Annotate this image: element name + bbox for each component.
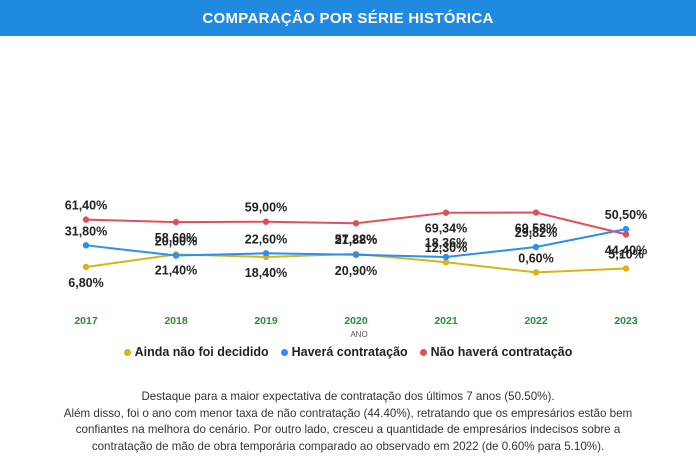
caption-text: Destaque para a maior expectativa de con… (20, 389, 676, 455)
x-tick-label: 2022 (524, 315, 548, 327)
data-label-will-not-hire: 58,60% (155, 231, 197, 245)
data-label-will-not-hire: 44,40% (605, 243, 647, 257)
caption-line-2: Além disso, foi o ano com menor taxa de … (63, 406, 633, 420)
x-tick-label: 2019 (254, 315, 278, 327)
legend-item-will-not-hire: Não haverá contratação (419, 345, 573, 359)
data-label-will-not-hire: 69,58% (515, 222, 557, 236)
data-label-undecided: 12,30% (425, 241, 467, 255)
chart-title: COMPARAÇÃO POR SÉRIE HISTÓRICA (202, 9, 494, 27)
legend-label-will-not-hire: Não haverá contratação (430, 345, 573, 359)
caption-line-3: confiantes na melhora do cenário. Por ou… (75, 423, 621, 437)
data-label-will-hire: 18,36% (425, 236, 467, 250)
data-label-will-hire: 22,60% (245, 232, 287, 246)
legend-label-will-hire: Haverá contratação (291, 345, 408, 359)
data-point-will-not-hire (172, 218, 180, 226)
x-tick-label: 2020 (344, 315, 368, 327)
data-label-will-hire: 20,90% (335, 264, 377, 278)
data-point-will-hire (82, 242, 90, 249)
data-label-will-hire: 50,50% (605, 208, 647, 222)
legend-item-will-hire: Haverá contratação (280, 345, 408, 359)
data-label-undecided: 21,40% (155, 263, 197, 277)
data-point-will-not-hire (622, 231, 630, 238)
data-point-will-hire (262, 250, 270, 257)
x-tick-label: 2017 (74, 315, 98, 327)
caption-line-1: Destaque para a maior expectativa de con… (141, 390, 555, 403)
x-axis-title: ANO (350, 330, 368, 339)
legend-marker-will-not-hire (419, 348, 427, 356)
data-label-undecided: 18,40% (245, 266, 287, 280)
data-label-will-not-hire: 69,34% (425, 222, 467, 236)
x-tick-label: 2021 (434, 315, 458, 327)
data-point-will-not-hire (352, 220, 360, 227)
data-label-will-hire: 20,00% (155, 235, 197, 249)
data-label-will-hire: 31,80% (65, 224, 107, 238)
title-bar: COMPARAÇÃO POR SÉRIE HISTÓRICA (0, 0, 696, 36)
data-point-undecided (622, 265, 630, 272)
data-label-will-not-hire: 61,40% (65, 199, 107, 213)
legend-label-undecided: Ainda não foi decidido (134, 345, 269, 359)
data-point-will-hire (442, 253, 450, 261)
line-chart: 6,80% 21,40% 18,40% 21,88% 12,30% 0,60% 5,10% 3… (65, 199, 647, 327)
data-point-will-hire (532, 243, 540, 251)
data-point-undecided (442, 259, 450, 266)
x-tick-label: 2023 (614, 315, 638, 327)
data-point-will-hire (172, 252, 180, 259)
x-tick-label: 2018 (164, 315, 188, 327)
data-label-undecided: 6,80% (68, 276, 103, 290)
legend: Ainda não foi decidido Haverá contrataçã… (0, 345, 696, 359)
data-point-will-not-hire (532, 209, 540, 216)
legend-marker-will-hire (280, 348, 288, 356)
data-point-will-not-hire (262, 218, 270, 225)
data-point-will-not-hire (82, 216, 90, 223)
data-label-will-not-hire: 59,00% (245, 201, 287, 215)
data-point-will-not-hire (442, 209, 450, 216)
data-label-undecided: 5,10% (608, 247, 643, 261)
data-point-undecided (532, 269, 540, 276)
data-point-will-hire (352, 251, 360, 258)
data-label-undecided: 21,88% (335, 233, 377, 247)
data-label-will-hire: 29,82% (515, 226, 557, 240)
legend-item-undecided: Ainda não foi decidido (123, 345, 269, 359)
data-label-undecided: 0,60% (518, 251, 553, 265)
caption-line-4: contratação de mão de obra temporária co… (91, 439, 605, 453)
data-point-undecided (82, 263, 90, 271)
data-point-will-hire (622, 225, 630, 233)
data-label-will-not-hire: 57,22% (335, 232, 377, 246)
legend-marker-undecided (123, 348, 131, 356)
